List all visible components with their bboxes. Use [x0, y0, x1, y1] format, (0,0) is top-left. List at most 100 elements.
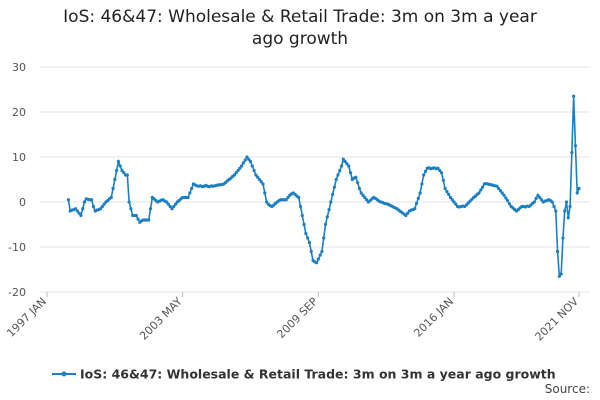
data-point [452, 200, 456, 204]
data-point [320, 249, 324, 254]
y-tick-label: 20 [12, 106, 26, 119]
data-point [234, 171, 238, 175]
data-point [165, 200, 169, 204]
data-point [329, 200, 333, 204]
data-point [247, 157, 251, 161]
data-point [354, 175, 358, 179]
data-point [77, 211, 81, 215]
data-point [347, 164, 351, 168]
data-point [343, 159, 347, 164]
data-point [445, 190, 449, 194]
data-point [414, 201, 419, 205]
data-point [323, 222, 328, 227]
data-point [363, 195, 367, 200]
data-point [298, 204, 303, 209]
data-point [300, 213, 304, 218]
data-point [116, 159, 121, 164]
data-point [554, 209, 558, 213]
data-point [404, 213, 408, 218]
data-point [256, 175, 260, 179]
data-point [136, 217, 140, 221]
data-point [502, 193, 506, 197]
data-point [100, 204, 104, 209]
data-point [443, 186, 447, 191]
data-point [504, 196, 508, 200]
data-point [573, 144, 578, 148]
data-point [454, 202, 458, 206]
data-point [113, 177, 117, 182]
data-point [241, 161, 245, 165]
data-point [423, 169, 428, 173]
data-point [413, 207, 417, 211]
data-point [334, 177, 338, 182]
source-note: Source: [545, 382, 590, 396]
data-point [477, 191, 481, 195]
x-tick-label: 2009 SEP [274, 295, 320, 341]
data-point [557, 274, 561, 278]
data-point [148, 207, 153, 211]
data-point [98, 207, 103, 211]
data-point [232, 173, 237, 177]
data-point [120, 168, 124, 173]
data-point [364, 198, 369, 202]
data-point [134, 213, 138, 218]
y-tick-label: 10 [12, 151, 26, 164]
data-point [252, 168, 256, 173]
data-point [448, 195, 453, 200]
data-point [497, 186, 501, 191]
data-point [306, 236, 310, 240]
data-point [90, 198, 94, 202]
legend-swatch-dot [61, 371, 67, 377]
y-tick-label: 0 [19, 196, 26, 209]
data-point [115, 168, 119, 173]
data-point [338, 168, 342, 173]
data-point [81, 207, 85, 211]
data-point [259, 180, 263, 184]
data-point [250, 164, 254, 168]
data-point [147, 218, 151, 222]
data-point [438, 168, 442, 173]
data-point [505, 199, 510, 203]
data-point [129, 207, 133, 211]
data-point [261, 182, 265, 186]
data-point [82, 200, 87, 204]
data-point [339, 164, 344, 168]
data-point [345, 162, 349, 166]
data-point [416, 196, 420, 200]
data-point [111, 186, 115, 191]
data-point [332, 185, 337, 189]
data-point [239, 164, 244, 168]
data-point [254, 173, 258, 177]
data-point [341, 157, 345, 161]
data-point [566, 216, 570, 220]
legend-label: IoS: 46&47: Wholesale & Retail Trade: 3m… [80, 367, 556, 382]
data-point [264, 200, 269, 204]
data-point [66, 198, 71, 202]
data-point [188, 191, 192, 195]
data-point [286, 195, 290, 200]
data-point [552, 204, 556, 209]
x-tick-label: 1997 JAN [4, 295, 49, 340]
data-point [257, 177, 262, 182]
data-point [102, 202, 106, 206]
data-point [118, 164, 122, 168]
data-point [480, 185, 485, 189]
data-point [538, 195, 542, 200]
data-point [236, 168, 240, 173]
y-tick-label: -20 [8, 286, 26, 299]
y-tick-label: -10 [8, 241, 26, 254]
data-point [172, 204, 176, 209]
data-point [559, 272, 563, 276]
data-point [190, 186, 194, 191]
data-point [173, 202, 178, 206]
data-point [122, 171, 126, 175]
data-point [436, 166, 440, 170]
data-point [572, 94, 576, 98]
data-point [168, 204, 172, 209]
data-point [420, 182, 424, 186]
data-point [325, 215, 329, 219]
data-point [570, 150, 574, 155]
data-point [450, 198, 454, 202]
data-point [322, 236, 326, 240]
data-point [495, 184, 499, 188]
